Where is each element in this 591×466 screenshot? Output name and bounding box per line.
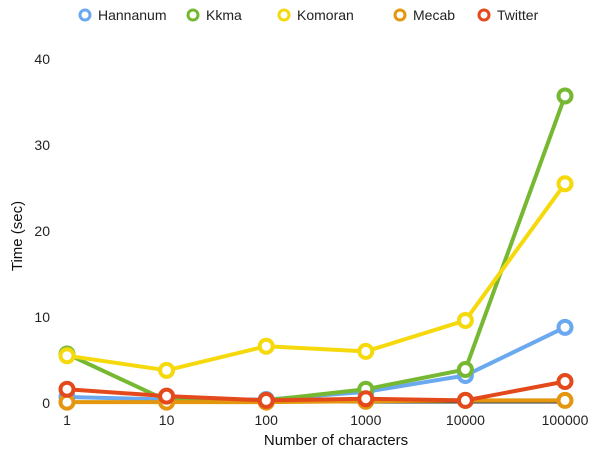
data-point	[257, 337, 275, 355]
legend-item: Kkma	[186, 7, 242, 23]
series-twitter	[58, 373, 574, 409]
data-point	[158, 387, 176, 405]
x-tick-label: 100	[255, 412, 279, 428]
legend-label: Kkma	[206, 7, 242, 23]
x-tick-label: 10000	[446, 412, 485, 428]
x-tick-label: 100000	[542, 412, 589, 428]
legend-label: Mecab	[413, 7, 455, 23]
legend-marker	[393, 8, 407, 22]
data-point	[556, 373, 574, 390]
legend-marker	[186, 8, 200, 22]
data-point	[556, 87, 574, 105]
y-tick-label: 10	[34, 309, 50, 325]
data-point	[257, 391, 275, 409]
legend-item: Twitter	[477, 7, 539, 23]
data-point	[456, 360, 474, 378]
data-point	[357, 390, 375, 408]
x-tick-label: 1000	[350, 412, 381, 428]
y-tick-label: 30	[34, 137, 50, 153]
x-tick-label: 1	[63, 412, 71, 428]
legend-marker	[78, 8, 92, 22]
data-point	[556, 318, 574, 336]
data-point	[456, 391, 474, 409]
series-line	[65, 93, 567, 403]
legend-label: Komoran	[297, 7, 354, 23]
series-komoran	[58, 175, 574, 379]
data-point	[556, 391, 574, 409]
legend-item: Komoran	[277, 7, 354, 23]
series-layer	[58, 87, 574, 411]
x-axis-ticks: 1 10 100 1000 10000 100000	[63, 403, 589, 428]
x-axis-title: Number of characters	[264, 432, 408, 449]
y-tick-label: 40	[34, 51, 50, 67]
series-line	[65, 379, 567, 403]
x-tick-label: 10	[159, 412, 175, 428]
series-line	[65, 398, 567, 405]
data-point	[58, 347, 76, 365]
data-point	[556, 175, 574, 193]
y-tick-label: 0	[42, 395, 50, 411]
legend-item: Mecab	[393, 7, 455, 23]
y-axis-ticks: 0 10 20 30 40	[34, 51, 50, 411]
legend-marker	[277, 8, 291, 22]
legend-label: Twitter	[497, 7, 539, 23]
y-axis-title: Time (sec)	[9, 201, 26, 271]
legend-item: Hannanum	[78, 7, 167, 23]
y-tick-label: 20	[34, 223, 50, 239]
data-point	[58, 380, 76, 398]
legend-marker	[477, 8, 491, 22]
legend-label: Hannanum	[98, 7, 167, 23]
series-line	[65, 181, 567, 373]
data-point	[456, 311, 474, 329]
legend: Hannanum Kkma Komoran Mecab Twitter	[78, 7, 539, 23]
data-point	[158, 361, 176, 379]
data-point	[357, 342, 375, 360]
